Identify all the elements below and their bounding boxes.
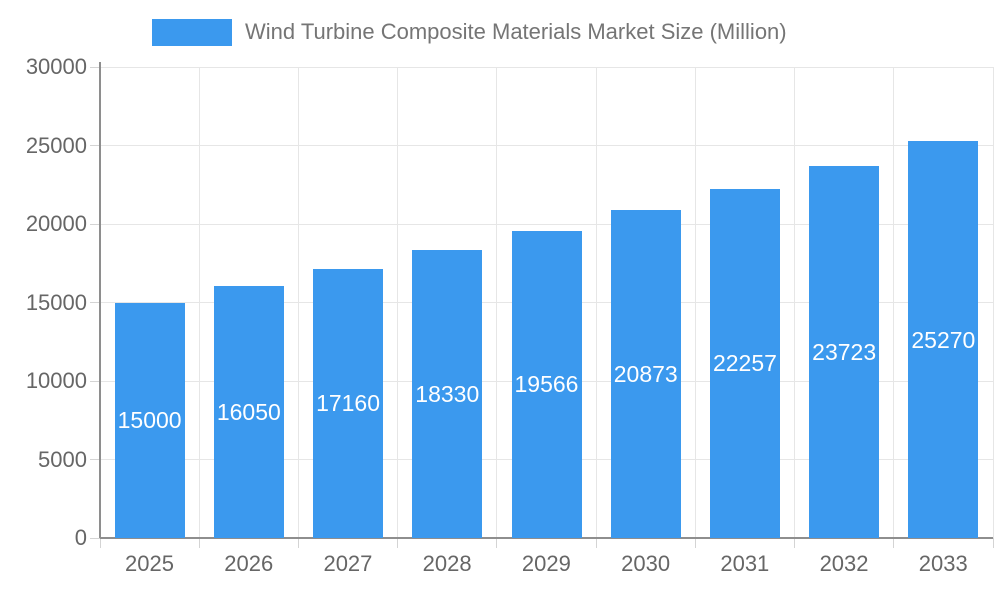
v-gridline <box>694 67 696 538</box>
bar <box>213 286 284 538</box>
x-tick <box>893 538 895 548</box>
y-tick <box>90 537 100 539</box>
y-axis-line <box>99 62 101 538</box>
y-axis-label: 20000 <box>25 211 87 236</box>
bar <box>114 302 185 538</box>
y-axis-label: 0 <box>74 525 87 550</box>
legend-label: Wind Turbine Composite Materials Market … <box>245 19 787 44</box>
x-axis-line <box>100 537 993 539</box>
bar-value-label: 19566 <box>514 371 579 398</box>
x-axis-label: 2027 <box>323 551 373 576</box>
x-tick <box>198 538 200 548</box>
y-tick <box>90 302 100 303</box>
x-tick <box>794 538 796 548</box>
bar <box>610 210 681 538</box>
bar-value-label: 25270 <box>911 326 976 353</box>
bar-value-label: 23723 <box>812 338 877 365</box>
bar <box>412 250 483 538</box>
y-tick <box>90 66 100 68</box>
x-axis-label: 2026 <box>224 551 274 576</box>
legend-swatch <box>152 18 232 46</box>
bar-value-label: 18330 <box>415 381 480 408</box>
y-axis-label: 25000 <box>25 132 87 158</box>
x-tick <box>297 538 299 548</box>
v-gridline <box>794 67 796 538</box>
bar <box>313 268 384 538</box>
v-gridline <box>297 67 299 538</box>
x-tick <box>496 538 498 548</box>
y-tick <box>90 459 100 460</box>
x-tick <box>99 538 101 548</box>
bar-value-label: 16050 <box>216 399 281 425</box>
v-gridline <box>397 67 399 538</box>
bar-value-label: 17160 <box>316 390 381 417</box>
y-tick <box>90 223 100 225</box>
bar <box>511 230 582 538</box>
bar-value-label: 22257 <box>712 350 777 377</box>
x-axis-label: 2033 <box>918 551 968 576</box>
y-tick <box>90 145 100 146</box>
bar <box>709 188 780 538</box>
h-gridline <box>100 66 993 68</box>
v-gridline <box>992 67 994 538</box>
x-tick <box>595 538 597 548</box>
bar <box>809 165 880 538</box>
y-axis-label: 10000 <box>25 368 87 393</box>
bar-value-label: 15000 <box>117 407 182 434</box>
y-axis-label: 5000 <box>38 446 87 472</box>
bar-value-label: 20873 <box>613 361 678 388</box>
y-axis-label: 15000 <box>25 289 87 315</box>
x-axis-label: 2025 <box>125 551 174 576</box>
x-tick <box>694 538 696 548</box>
v-gridline <box>595 67 597 538</box>
x-axis-label: 2032 <box>819 551 869 576</box>
x-axis-label: 2030 <box>621 551 671 576</box>
x-tick <box>992 538 994 548</box>
v-gridline <box>893 67 895 538</box>
h-gridline <box>100 145 993 146</box>
bar <box>908 141 979 538</box>
y-tick <box>90 380 100 382</box>
legend-item[interactable]: Wind Turbine Composite Materials Market … <box>152 18 787 46</box>
x-tick <box>397 538 399 548</box>
x-axis-label: 2031 <box>720 551 770 576</box>
v-gridline <box>198 67 200 538</box>
x-axis-label: 2028 <box>422 551 472 576</box>
v-gridline <box>496 67 498 538</box>
y-axis-label: 30000 <box>25 54 87 79</box>
x-axis-label: 2029 <box>521 551 571 576</box>
h-gridline <box>100 223 993 225</box>
